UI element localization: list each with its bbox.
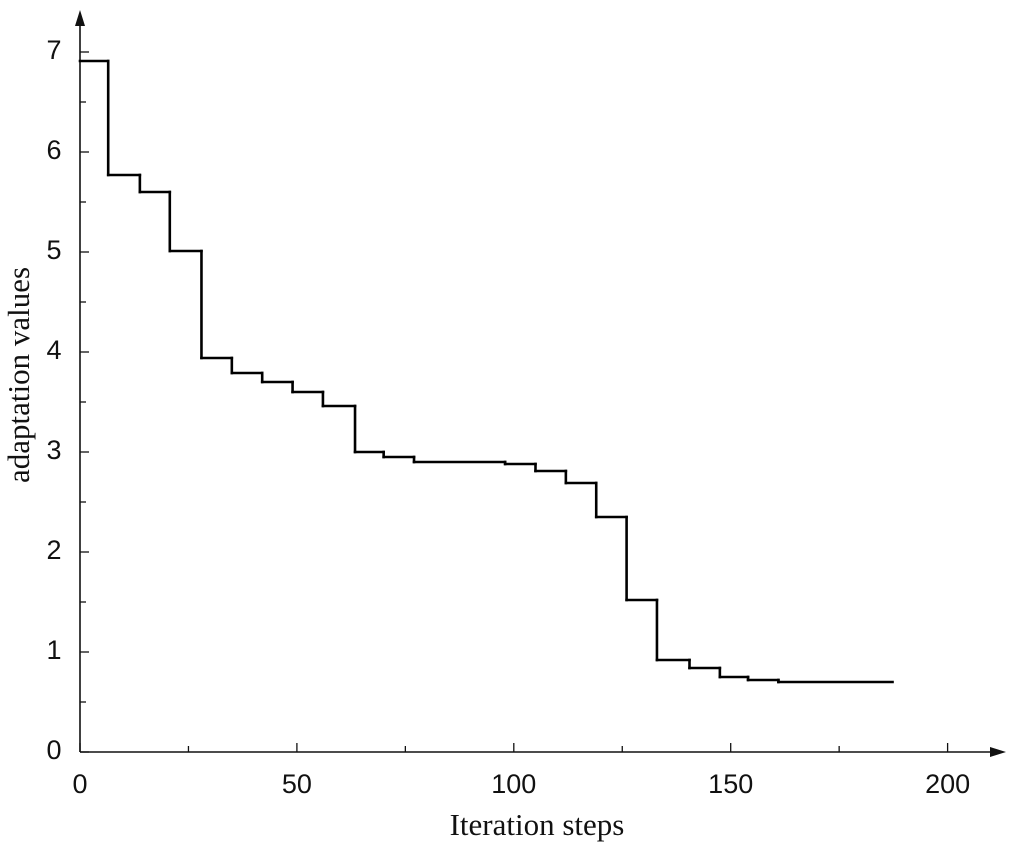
x-tick-label: 50 [282,769,312,799]
y-tick-label: 3 [46,435,61,465]
y-tick-label: 5 [46,235,61,265]
y-tick-label: 2 [46,535,61,565]
y-tick-label: 7 [46,35,61,65]
y-tick-label: 1 [46,635,61,665]
y-tick-label: 4 [46,335,61,365]
x-tick-label: 100 [491,769,536,799]
y-axis-arrow [75,10,85,26]
x-tick-label: 150 [708,769,753,799]
x-tick-label: 200 [925,769,970,799]
y-axis-title: adaptation values [1,267,36,483]
x-axis-title: Iteration steps [450,807,625,842]
y-tick-label: 6 [46,135,61,165]
x-tick-label: 0 [72,769,87,799]
y-tick-label: 0 [46,735,61,765]
x-axis-arrow [990,747,1006,757]
